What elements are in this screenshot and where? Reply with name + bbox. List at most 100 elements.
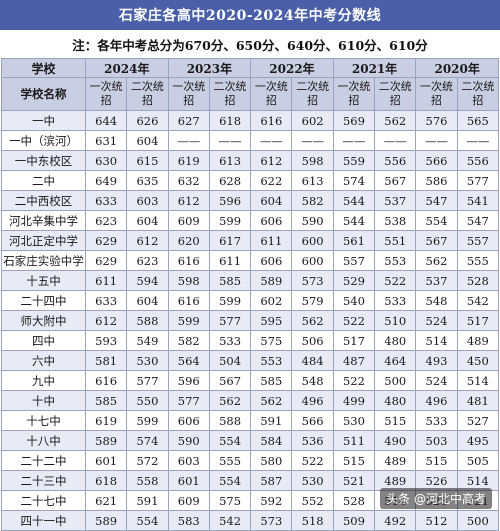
round-one-header: 一次统招: [84, 77, 128, 111]
round-one-header: 一次统招: [250, 77, 293, 111]
score-cell: 615: [126, 150, 169, 171]
score-cell: 551: [374, 230, 417, 251]
score-cell: 575: [250, 330, 293, 351]
score-cell: 555: [208, 450, 252, 471]
school-header: 学校: [1, 58, 86, 78]
score-cell: 609: [167, 490, 210, 511]
score-cell: 604: [126, 130, 169, 151]
score-cell: 517: [332, 330, 376, 351]
score-cell: 577: [126, 370, 169, 391]
score-cell: 558: [126, 470, 169, 491]
score-cell: 522: [291, 450, 334, 471]
school-name-cell: 二中: [1, 170, 86, 191]
score-cell: 566: [415, 150, 458, 171]
score-cell: 464: [374, 350, 417, 371]
score-cell: 481: [456, 390, 500, 411]
score-cell: 603: [167, 450, 210, 471]
score-cell: 572: [126, 450, 169, 471]
table-row: 四十一中 589 554 583 542 573 518 509 492 512 500: [1, 510, 500, 531]
score-cell: 555: [456, 250, 500, 271]
year-header-row: 学校 2024年 2023年 2022年 2021年 2020年: [1, 58, 499, 78]
table-row: 二中西校区 633 603 612 596 604 582 544 537 547 541: [1, 190, 500, 211]
score-cell: 480: [374, 390, 417, 411]
score-cell: 611: [208, 250, 252, 271]
score-cell: 538: [374, 210, 417, 231]
score-cell: 606: [167, 410, 210, 431]
score-cell: 616: [84, 370, 128, 391]
score-cell: 575: [208, 490, 252, 511]
score-cell: 528: [456, 270, 500, 291]
score-cell: 522: [332, 310, 376, 331]
score-cell: 480: [374, 330, 417, 351]
score-cell: 594: [126, 270, 169, 291]
score-cell: 567: [374, 170, 417, 191]
score-cell: 577: [167, 390, 210, 411]
score-cell: ——: [291, 130, 334, 151]
score-cell: 588: [208, 410, 252, 431]
school-name-cell: 二十三中: [1, 470, 86, 491]
score-cell: 612: [84, 310, 128, 331]
score-cell: 623: [126, 250, 169, 271]
score-cell: 629: [84, 230, 128, 251]
score-cell: 584: [250, 430, 293, 451]
score-cell: 559: [332, 150, 376, 171]
score-cell: 593: [84, 330, 128, 351]
score-cell: 596: [167, 370, 210, 391]
score-cell: 550: [126, 390, 169, 411]
score-cell: 544: [332, 190, 376, 211]
score-cell: 544: [332, 210, 376, 231]
score-cell: 620: [167, 230, 210, 251]
score-cell: 611: [250, 230, 293, 251]
score-cell: 619: [167, 150, 210, 171]
score-cell: 499: [332, 390, 376, 411]
score-cell: 573: [250, 510, 293, 531]
score-cell: 618: [208, 110, 252, 131]
score-cell: 554: [208, 430, 252, 451]
score-cell: 495: [456, 430, 500, 451]
year-header: 2020年: [415, 58, 499, 78]
score-cell: 629: [84, 250, 128, 271]
score-cell: 512: [415, 510, 458, 531]
score-cell: 574: [332, 170, 376, 191]
score-cell: 585: [208, 270, 252, 291]
school-name-cell: 四十一中: [1, 510, 86, 531]
school-name-cell: 石家庄实验中学: [1, 250, 86, 271]
score-cell: 529: [332, 270, 376, 291]
score-cell: 596: [208, 190, 252, 211]
score-cell: 587: [250, 470, 293, 491]
score-cell: 622: [250, 170, 293, 191]
table-row: 河北辛集中学 623 604 609 599 606 590 544 538 554 547: [1, 210, 500, 231]
score-cell: 613: [291, 170, 334, 191]
score-cell: 542: [456, 290, 500, 311]
score-cell: ——: [250, 130, 293, 151]
score-cell: 496: [415, 390, 458, 411]
score-cell: 487: [332, 350, 376, 371]
year-header: 2023年: [167, 58, 252, 78]
score-cell: ——: [332, 130, 376, 151]
score-cell: 561: [332, 230, 376, 251]
school-name-cell: 二十二中: [1, 450, 86, 471]
score-cell: 621: [84, 490, 128, 511]
school-name-cell: 十中: [1, 390, 86, 411]
table-row: 一中 644 626 627 618 616 602 569 562 576 565: [1, 110, 500, 131]
score-cell: 635: [126, 170, 169, 191]
score-cell: 598: [167, 270, 210, 291]
score-cell: 533: [415, 410, 458, 431]
table-row: 二十二中 601 572 603 555 580 522 515 489 515 505: [1, 450, 500, 471]
year-header: 2022年: [250, 58, 334, 78]
watermark-label: 头条 @河北中高考: [380, 488, 492, 509]
score-cell: 530: [332, 410, 376, 431]
score-cell: 542: [208, 510, 252, 531]
score-cell: 530: [126, 350, 169, 371]
score-cell: 609: [167, 210, 210, 231]
school-name-cell: 河北正定中学: [1, 230, 86, 251]
score-cell: 604: [126, 290, 169, 311]
score-cell: 586: [415, 170, 458, 191]
score-cell: 533: [374, 290, 417, 311]
score-cell: 644: [84, 110, 128, 131]
score-cell: 616: [167, 290, 210, 311]
score-cell: 500: [374, 370, 417, 391]
table-row: 九中 616 577 596 567 585 548 522 500 524 514: [1, 370, 500, 391]
score-cell: 554: [126, 510, 169, 531]
